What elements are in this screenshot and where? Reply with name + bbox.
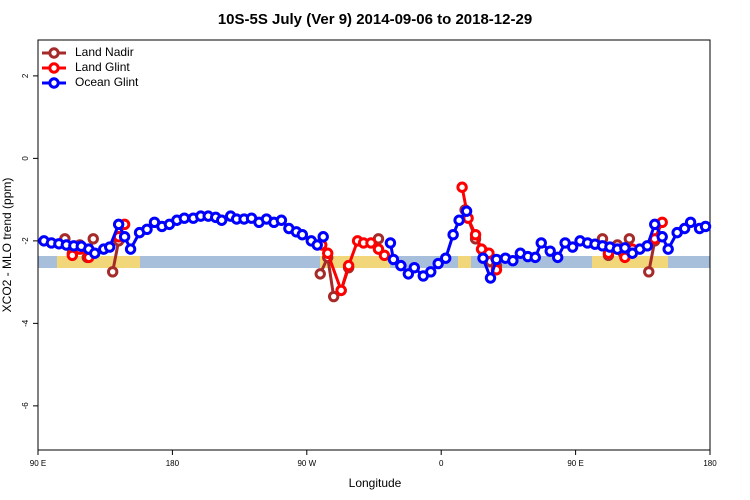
point	[342, 259, 355, 272]
point	[623, 233, 636, 245]
y-tick-label: -2	[21, 237, 30, 245]
point	[384, 237, 397, 249]
legend-label: Land Glint	[75, 60, 130, 74]
point	[643, 266, 655, 278]
chart-title: 10S-5S July (Ver 9) 2014-09-06 to 2018-1…	[218, 11, 532, 28]
point	[439, 252, 452, 264]
point	[322, 247, 334, 259]
point	[460, 205, 473, 217]
point	[387, 253, 400, 266]
x-tick-label: 0	[439, 459, 444, 468]
legend-label: Ocean Glint	[75, 75, 139, 89]
point	[89, 247, 101, 259]
point	[395, 259, 407, 272]
point	[566, 241, 579, 253]
point	[335, 284, 347, 297]
legend-label: Land Nadir	[75, 45, 134, 59]
point	[317, 231, 329, 243]
x-tick-label: 180	[166, 459, 180, 468]
x-tick-label: 90 E	[30, 459, 46, 468]
point	[456, 181, 468, 193]
point	[453, 214, 465, 226]
land-strip	[57, 256, 140, 268]
point	[484, 272, 497, 284]
point	[106, 266, 119, 278]
point	[112, 218, 125, 231]
point	[490, 253, 503, 266]
y-tick-label: -6	[21, 402, 30, 410]
x-tick-label: 180	[703, 459, 717, 468]
point	[365, 237, 377, 249]
point	[87, 233, 99, 245]
point	[684, 216, 697, 229]
x-axis-label: Longitude	[349, 476, 402, 490]
point	[311, 239, 323, 251]
point	[529, 251, 541, 264]
legend-marker	[48, 47, 60, 59]
point	[469, 228, 482, 241]
land-strip	[320, 256, 390, 268]
map-strip	[38, 256, 710, 268]
point	[535, 237, 547, 249]
plot-frame	[37, 39, 711, 451]
point	[124, 243, 137, 255]
point	[699, 220, 712, 233]
point	[141, 223, 153, 236]
point	[378, 249, 391, 262]
y-tick-label: 2	[21, 73, 30, 78]
point	[656, 231, 668, 243]
y-axis-label: XCO2 - MLO trend (ppm)	[0, 178, 14, 313]
point	[544, 245, 556, 257]
point	[215, 214, 228, 226]
x-tick-label: 90 E	[567, 459, 583, 468]
point	[103, 241, 116, 253]
point	[641, 240, 653, 252]
point	[507, 254, 519, 267]
point	[619, 242, 631, 254]
y-tick-label: -4	[21, 319, 30, 327]
point	[447, 228, 459, 241]
point	[118, 231, 131, 243]
point	[178, 212, 191, 224]
point	[649, 218, 661, 231]
point	[296, 228, 309, 241]
point	[314, 268, 326, 280]
land-strip	[458, 256, 471, 268]
point	[425, 266, 437, 278]
legend-marker	[48, 62, 60, 74]
point	[432, 257, 444, 270]
point	[327, 290, 340, 303]
y-tick-label: 0	[21, 156, 30, 161]
point	[275, 214, 288, 226]
point	[408, 261, 421, 274]
point	[551, 251, 564, 264]
legend-marker	[48, 77, 60, 89]
point	[662, 243, 674, 255]
x-tick-label: 90 W	[297, 459, 316, 468]
point	[477, 252, 489, 264]
